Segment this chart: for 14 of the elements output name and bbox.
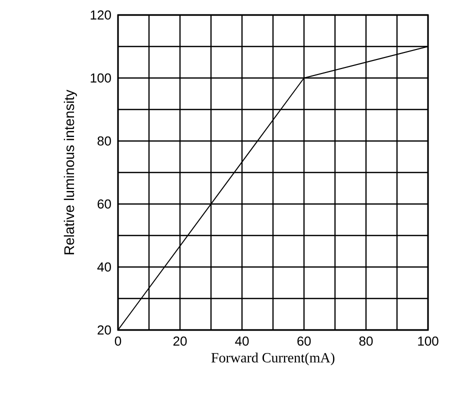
y-tick-label: 120 [90, 10, 111, 20]
x-tick-label: 0 [114, 336, 122, 346]
x-tick-label: 60 [297, 336, 311, 346]
x-tick-label: 100 [418, 336, 438, 346]
y-tick-label: 40 [97, 262, 111, 272]
y-axis-title: Relative luminous intensity [64, 90, 77, 254]
x-tick-label: 20 [173, 336, 187, 346]
x-axis-title: Forward Current(mA) [211, 352, 334, 366]
y-tick-label: 60 [98, 199, 111, 209]
x-tick-label: 40 [235, 336, 249, 346]
x-tick-label: 80 [359, 336, 373, 346]
y-tick-label: 80 [98, 136, 111, 146]
y-tick-label: 20 [98, 325, 111, 335]
y-tick-label: 100 [90, 73, 111, 83]
